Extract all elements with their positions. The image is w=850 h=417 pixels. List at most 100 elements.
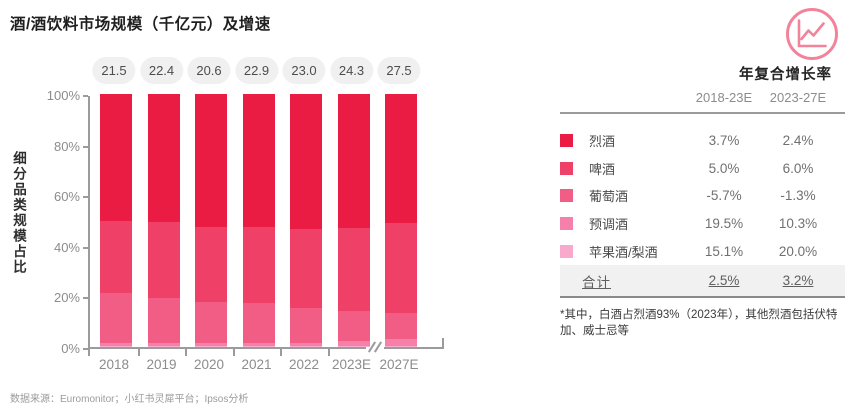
total-value-labels: 21.5 22.4 20.6 22.9 23.0 24.3 27.5 xyxy=(88,57,444,84)
cagr-title: 年复合增长率 xyxy=(739,67,832,83)
bar-segment-啤酒 xyxy=(385,223,417,313)
x-axis-labels: 2018 2019 2020 2021 2022 2023E 2027E xyxy=(88,357,448,375)
total-row: 合计 2.5% 3.2% xyxy=(560,265,845,298)
bar-segment-啤酒 xyxy=(290,228,322,308)
stacked-bar-2018 xyxy=(100,94,132,347)
x-tick-label: 2018 xyxy=(98,357,130,372)
bar-segment-葡萄酒 xyxy=(100,293,132,344)
legend-value-2018-23e: 5.0% xyxy=(708,160,740,176)
stacked-bar-2023E xyxy=(337,94,370,347)
bar-segment-烈酒 xyxy=(100,94,132,222)
footnote: *其中，白酒占烈酒93%（2023年），其他烈酒包括伏特加、威士忌等 xyxy=(560,309,838,338)
x-tick-mark xyxy=(137,349,140,356)
stacked-bar-2022 xyxy=(290,94,322,347)
legend-row-预调酒: 预调酒 19.5% 10.3% xyxy=(560,210,845,238)
bar-segment-葡萄酒 xyxy=(147,298,180,344)
legend-swatch xyxy=(560,244,573,258)
x-tick-mark xyxy=(88,349,90,356)
bar-segment-苹果酒/梨酒 xyxy=(385,345,417,347)
bar-segment-葡萄酒 xyxy=(242,303,275,344)
plot-area xyxy=(88,94,444,355)
bar-segment-预调酒 xyxy=(195,343,227,347)
y-tick-mark xyxy=(83,348,88,350)
y-tick-label: 60% xyxy=(53,189,80,205)
legend-row-苹果酒/梨酒: 苹果酒/梨酒 15.1% 20.0% xyxy=(560,237,845,265)
legend-value-2023-27e: -1.3% xyxy=(780,188,816,204)
bar-segment-葡萄酒 xyxy=(337,310,370,342)
x-tick-mark xyxy=(185,349,188,356)
x-tick-label: 2021 xyxy=(241,357,272,372)
stacked-bar-2027E xyxy=(385,94,417,347)
x-tick-mark xyxy=(232,349,235,356)
total-value-pill: 27.5 xyxy=(377,57,421,84)
legend-table: 烈酒 3.7% 2.4% 啤酒 5.0% 6.0% 葡萄酒 -5.7% -1.3% 预调酒 19.5… xyxy=(560,127,845,265)
legend-swatch xyxy=(560,134,573,148)
legend-value-2023-27e: 2.4% xyxy=(782,133,814,149)
legend-label: 苹果酒/梨酒 xyxy=(589,244,658,260)
legend-label: 葡萄酒 xyxy=(589,189,629,205)
y-axis: 100% 80% 60% 40% 20% 0% xyxy=(40,88,88,356)
legend-swatch xyxy=(560,189,573,203)
total-value-pill: 23.0 xyxy=(282,57,326,84)
bar-segment-苹果酒/梨酒 xyxy=(242,346,275,347)
stacked-bar-2020 xyxy=(195,94,227,347)
data-source: 数据来源：Euromonitor；小红书灵犀平台；Ipsos分析 xyxy=(10,394,249,405)
stacked-bar-2021 xyxy=(242,94,275,347)
bar-segment-烈酒 xyxy=(147,94,180,222)
axis-break-icon xyxy=(366,340,384,355)
y-tick-mark xyxy=(83,145,88,148)
legend-row-葡萄酒: 葡萄酒 -5.7% -1.3% xyxy=(560,182,845,210)
bar-segment-啤酒 xyxy=(147,221,180,299)
y-tick-mark xyxy=(83,297,88,300)
bar-segment-烈酒 xyxy=(337,94,370,229)
y-tick-mark xyxy=(83,196,88,199)
bar-segment-烈酒 xyxy=(290,94,322,229)
cagr-column-headers: 2018-23E 2023-27E xyxy=(560,90,845,105)
stacked-bar-chart: 21.5 22.4 20.6 22.9 23.0 24.3 27.5 2018 2019 202… xyxy=(88,57,448,387)
cagr-column-2018-23e: 2018-23E xyxy=(695,90,753,105)
legend-value-2018-23e: 15.1% xyxy=(704,243,744,259)
x-tick-label: 2022 xyxy=(288,357,320,372)
x-tick-label: 2023E xyxy=(331,357,372,372)
cagr-column-2023-27e: 2023-27E xyxy=(769,90,827,105)
total-value-pill: 22.9 xyxy=(234,57,279,84)
y-tick-label: 20% xyxy=(53,290,80,306)
bar-segment-苹果酒/梨酒 xyxy=(100,346,132,347)
x-tick-label: 2027E xyxy=(379,357,419,372)
y-tick-mark xyxy=(83,246,88,249)
bar-segment-啤酒 xyxy=(242,226,275,304)
legend-label: 预调酒 xyxy=(589,217,629,233)
bar-segment-预调酒 xyxy=(337,341,370,346)
bar-segment-预调酒 xyxy=(100,343,132,347)
y-tick-mark xyxy=(83,95,88,97)
total-label: 合计 xyxy=(582,274,611,290)
total-value-2018-23e: 2.5% xyxy=(708,273,740,288)
legend-value-2023-27e: 6.0% xyxy=(782,160,814,176)
y-tick-label: 40% xyxy=(53,239,80,255)
y-tick-label: 0% xyxy=(61,341,80,356)
bar-segment-苹果酒/梨酒 xyxy=(290,346,322,347)
axis-end-tick xyxy=(442,338,444,347)
x-tick-mark xyxy=(327,349,330,356)
stacked-bar-2019 xyxy=(147,94,180,347)
legend-label: 烈酒 xyxy=(589,134,616,150)
trend-chart-icon xyxy=(786,8,838,60)
legend-value-2018-23e: -5.7% xyxy=(706,188,742,204)
legend-value-2023-27e: 10.3% xyxy=(778,216,818,232)
x-tick-label: 2020 xyxy=(193,357,225,372)
bar-segment-预调酒 xyxy=(147,343,180,347)
x-tick-mark xyxy=(280,349,283,356)
bar-segment-烈酒 xyxy=(242,94,275,227)
bar-segment-烈酒 xyxy=(195,94,227,227)
y-tick-label: 100% xyxy=(46,88,80,103)
legend-swatch xyxy=(560,161,573,175)
legend-value-2018-23e: 3.7% xyxy=(708,133,740,149)
total-value-2023-27e: 3.2% xyxy=(782,273,814,288)
x-tick-label: 2019 xyxy=(146,357,177,372)
y-tick-label: 80% xyxy=(53,138,80,154)
x-axis-ticks xyxy=(88,349,444,357)
bar-segment-预调酒 xyxy=(385,339,417,346)
legend-row-啤酒: 啤酒 5.0% 6.0% xyxy=(560,155,845,183)
total-value-pill: 21.5 xyxy=(92,57,136,84)
